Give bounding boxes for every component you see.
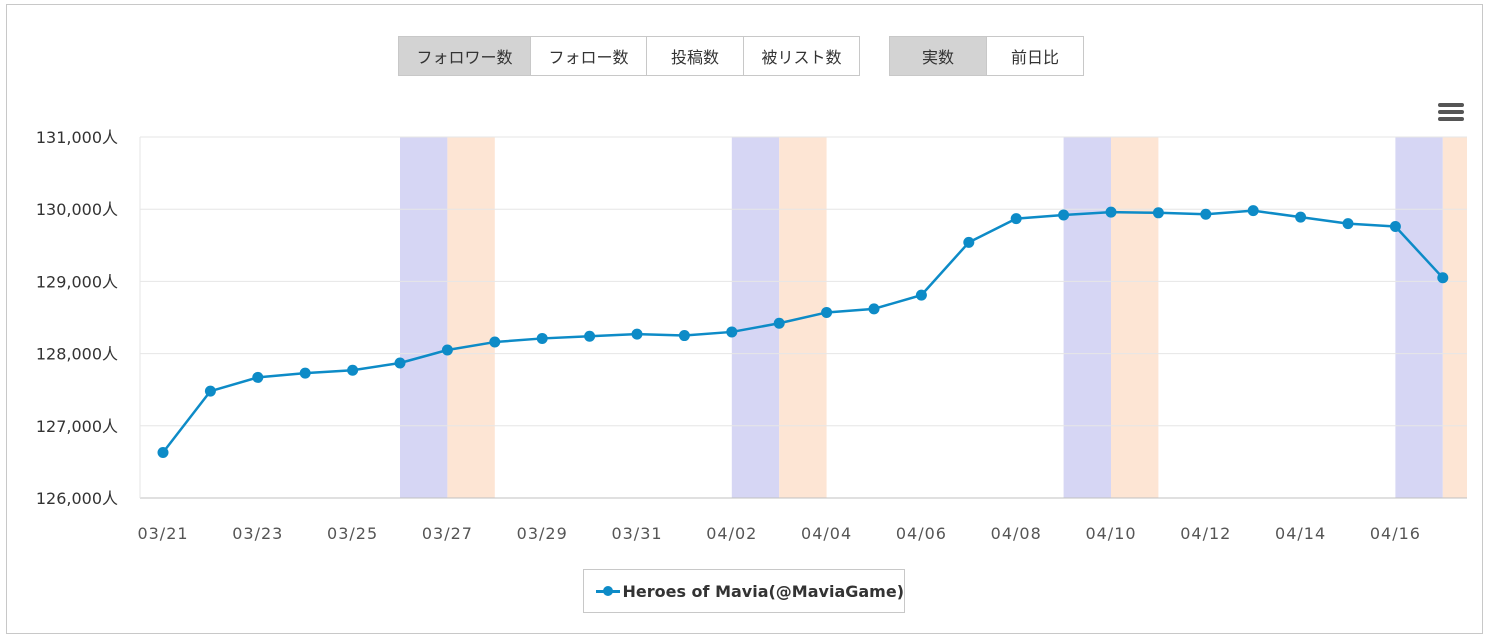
legend-marker-icon — [596, 584, 620, 598]
data-point — [394, 357, 406, 369]
x-axis: 03/21 03/23 03/25 03/27 03/29 03/31 04/02 04/04… — [137, 524, 1421, 543]
x-tick-label: 04/06 — [896, 524, 947, 543]
weekend-band-saturday — [731, 137, 780, 498]
mode-tab-0[interactable]: 実数 — [889, 36, 987, 76]
data-point — [584, 330, 596, 342]
data-point — [347, 364, 359, 376]
data-point — [1200, 208, 1212, 220]
x-tick-label: 03/21 — [137, 524, 188, 543]
data-point — [726, 326, 738, 338]
data-point — [252, 371, 264, 383]
x-tick-label: 04/16 — [1370, 524, 1421, 543]
data-point — [1058, 209, 1070, 221]
data-point — [631, 328, 643, 340]
y-tick-label: 131,000人 — [36, 128, 118, 147]
data-point — [773, 317, 785, 329]
y-tick-label: 126,000人 — [36, 489, 118, 508]
metric-tab-group: フォロワー数 フォロー数 投稿数 被リスト数 — [398, 36, 860, 76]
data-point — [821, 306, 833, 318]
data-point — [1247, 205, 1259, 217]
weekend-band-sunday — [447, 137, 495, 498]
weekend-bands — [400, 137, 1467, 498]
data-point — [915, 289, 927, 301]
y-tick-label: 130,000人 — [36, 200, 118, 219]
data-point — [1152, 207, 1164, 219]
x-tick-label: 04/14 — [1275, 524, 1326, 543]
hamburger-menu-icon[interactable] — [1438, 103, 1464, 123]
mode-tab-1[interactable]: 前日比 — [986, 36, 1084, 76]
data-point — [1295, 211, 1307, 223]
x-tick-label: 03/27 — [422, 524, 473, 543]
series-line — [162, 209, 1444, 454]
x-tick-label: 04/04 — [801, 524, 852, 543]
mode-tab-group: 実数 前日比 — [889, 36, 1084, 76]
y-tick-label: 128,000人 — [36, 345, 118, 364]
legend-item-series[interactable]: Heroes of Mavia(@MaviaGame) — [583, 569, 905, 613]
weekend-band-saturday — [1395, 137, 1443, 498]
data-point — [868, 303, 880, 315]
data-point — [963, 236, 975, 248]
x-tick-label: 04/12 — [1180, 524, 1231, 543]
y-tick-label: 127,000人 — [36, 417, 118, 436]
y-axis: 126,000人 127,000人 128,000人 129,000人 130,000人… — [36, 128, 118, 508]
metric-tab-2[interactable]: 投稿数 — [646, 36, 744, 76]
data-point — [1389, 221, 1401, 233]
data-point — [1010, 213, 1022, 225]
weekend-band-saturday — [1063, 137, 1111, 498]
legend-label: Heroes of Mavia(@MaviaGame) — [622, 581, 904, 601]
weekend-band-saturday — [400, 137, 448, 498]
data-point — [1342, 218, 1354, 230]
weekend-band-sunday — [1442, 137, 1467, 498]
data-point — [441, 344, 453, 356]
data-point — [1437, 272, 1449, 284]
x-tick-label: 03/25 — [327, 524, 378, 543]
y-tick-label: 129,000人 — [36, 272, 118, 291]
data-point — [489, 336, 501, 348]
x-tick-label: 03/29 — [517, 524, 568, 543]
weekend-band-sunday — [1111, 137, 1159, 498]
x-tick-label: 04/08 — [991, 524, 1042, 543]
metric-tab-3[interactable]: 被リスト数 — [743, 36, 860, 76]
data-point — [536, 332, 548, 344]
data-point — [299, 367, 311, 379]
series-heroes-of-mavia — [157, 205, 1449, 459]
x-tick-label: 03/31 — [611, 524, 662, 543]
data-point — [678, 330, 690, 342]
grid-lines — [139, 136, 1467, 499]
x-tick-label: 04/10 — [1085, 524, 1136, 543]
data-point — [204, 385, 216, 397]
x-tick-label: 03/23 — [232, 524, 283, 543]
data-point — [1105, 206, 1117, 218]
x-tick-label: 04/02 — [706, 524, 757, 543]
data-point — [157, 447, 169, 459]
metric-tab-0[interactable]: フォロワー数 — [398, 36, 531, 76]
